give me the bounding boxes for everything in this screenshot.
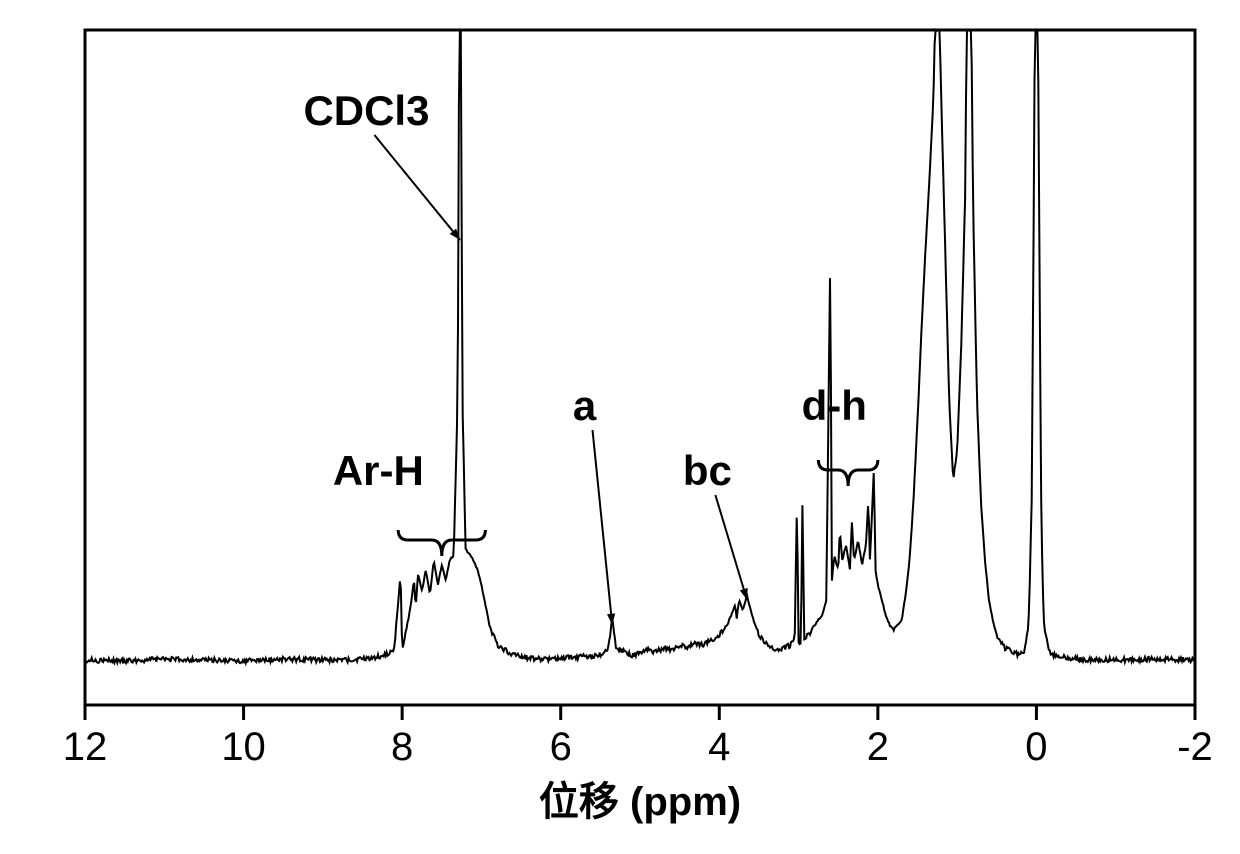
xtick-label: -2 (1177, 725, 1213, 769)
xtick-label: 12 (63, 725, 108, 769)
nmr-spectrum-chart: 12 10 8 6 4 2 0 -2 位移 (ppm) CDCl3 Ar-H a bc d-h (0, 0, 1240, 849)
xtick-label: 2 (867, 725, 889, 769)
xtick-label: 0 (1025, 725, 1047, 769)
xtick-label: 10 (221, 725, 266, 769)
annotation-cdcl3: CDCl3 (303, 87, 429, 134)
annotation-dh: d-h (802, 382, 867, 429)
xtick-label: 4 (708, 725, 730, 769)
annotation-bc: bc (683, 447, 732, 494)
spectrum-svg: 12 10 8 6 4 2 0 -2 位移 (ppm) CDCl3 Ar-H a bc d-h (0, 0, 1240, 849)
spectrum-trace (85, 30, 1194, 663)
xaxis-label: 位移 (ppm) (539, 780, 741, 824)
xtick-label: 6 (550, 725, 572, 769)
xtick-label: 8 (391, 725, 413, 769)
annotation-arh: Ar-H (333, 447, 424, 494)
annotation-a: a (573, 382, 597, 429)
